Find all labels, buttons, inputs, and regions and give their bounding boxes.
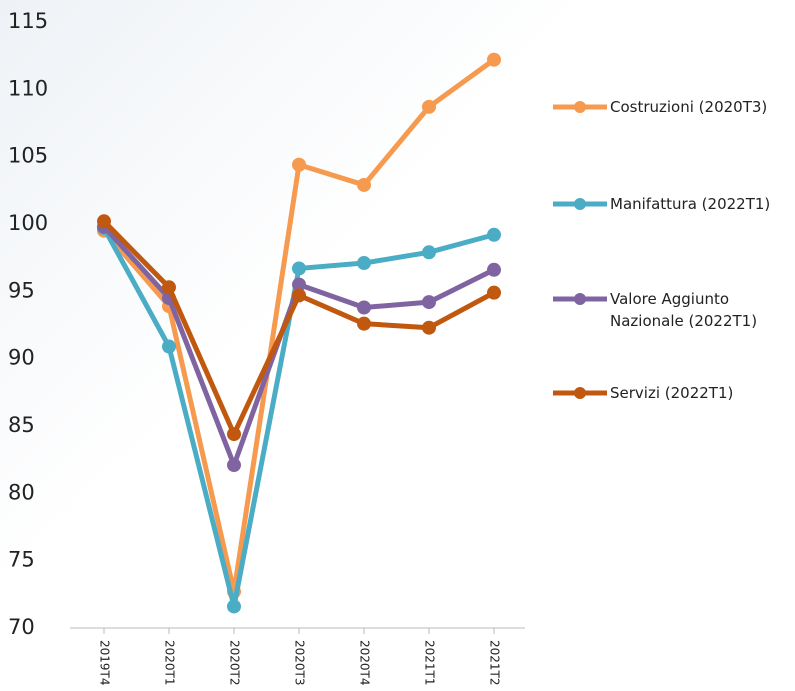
y-tick-label: 105	[8, 144, 48, 168]
point	[227, 458, 241, 473]
y-tick-label: 110	[8, 76, 48, 100]
y-tick-label: 80	[8, 480, 35, 504]
y-tick-label: 85	[8, 413, 35, 437]
legend-marker	[574, 293, 586, 305]
point	[487, 285, 501, 300]
point	[487, 262, 501, 277]
point	[292, 288, 306, 303]
point	[357, 177, 371, 192]
x-tick-label: 2020T3	[293, 640, 307, 686]
x-tick-label: 2019T4	[98, 640, 112, 686]
point	[357, 316, 371, 331]
y-tick-label: 100	[8, 211, 48, 235]
point	[97, 214, 111, 229]
point	[162, 280, 176, 295]
legend-label: Servizi (2022T1)	[610, 384, 734, 402]
y-tick-label: 95	[8, 278, 35, 302]
point	[162, 339, 176, 354]
y-tick-label: 115	[8, 9, 48, 33]
y-tick-label: 70	[8, 615, 35, 639]
point	[357, 300, 371, 315]
point	[292, 277, 306, 292]
point	[422, 295, 436, 310]
legend-marker	[574, 101, 586, 113]
x-tick-label: 2021T2	[488, 640, 502, 686]
legend-marker	[574, 198, 586, 210]
legend-label: Manifattura (2022T1)	[610, 195, 771, 213]
point	[227, 427, 241, 442]
point	[487, 227, 501, 242]
point	[422, 245, 436, 260]
point	[292, 157, 306, 172]
legend-label: Valore Aggiunto Nazionale (2022T1)	[610, 290, 758, 330]
x-tick-label: 2020T2	[228, 640, 242, 686]
legend-marker	[574, 387, 586, 399]
x-tick-label: 2020T4	[358, 640, 372, 686]
legend-label: Costruzioni (2020T3)	[610, 98, 768, 116]
x-tick-label: 2021T1	[423, 640, 437, 686]
point	[487, 52, 501, 67]
y-tick-label: 90	[8, 346, 35, 370]
point	[422, 320, 436, 335]
point	[357, 256, 371, 271]
point	[292, 261, 306, 276]
point	[227, 599, 241, 614]
point	[422, 99, 436, 114]
y-tick-label: 75	[8, 548, 35, 572]
x-tick-label: 2020T1	[163, 640, 177, 686]
